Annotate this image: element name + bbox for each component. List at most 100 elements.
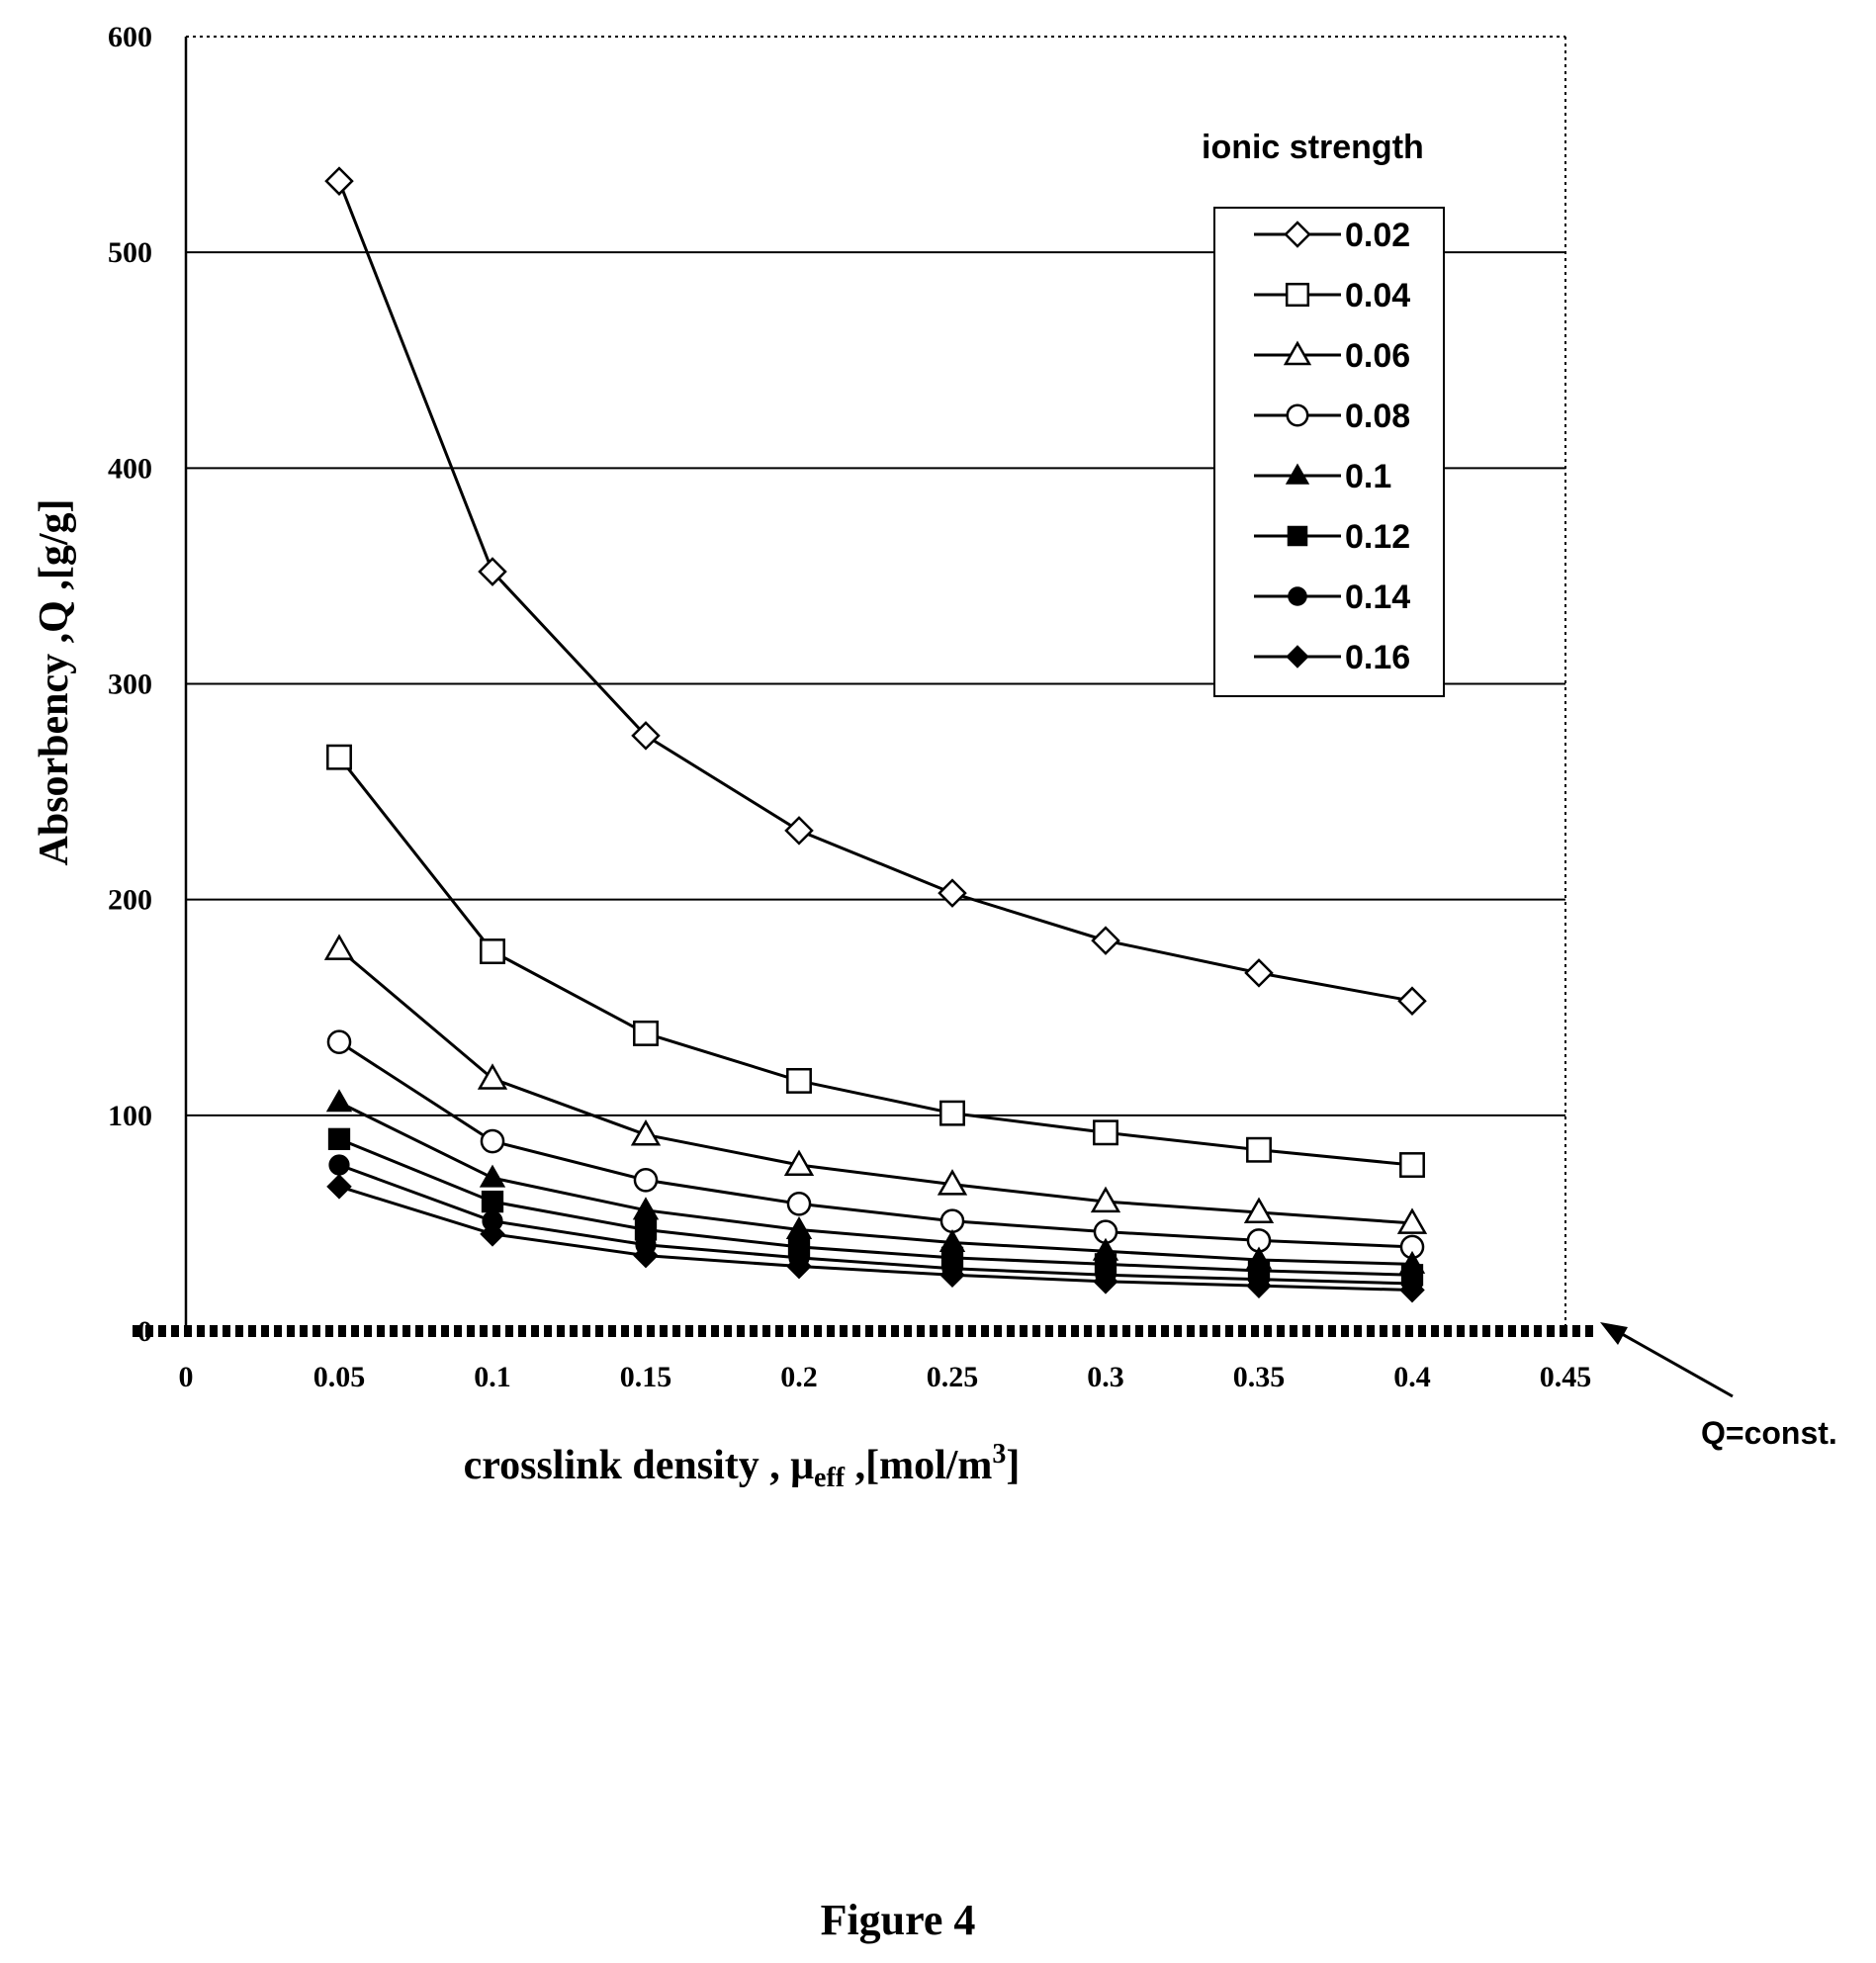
legend-marker-0.12	[1287, 525, 1308, 547]
y-tick-label-400: 400	[108, 452, 152, 485]
x-tick-label-0: 0	[179, 1361, 194, 1393]
legend-marker-0.14	[1288, 586, 1307, 606]
legend-item-0.12: 0.12	[1254, 518, 1410, 556]
series-line-0.06	[338, 947, 1413, 1225]
data-point-0.04-0.15	[633, 1020, 659, 1046]
data-point-0.02-0.25	[938, 878, 967, 908]
series-0.02	[324, 166, 1427, 1016]
data-point-0.02-0.2	[784, 816, 814, 846]
series-0.08	[326, 1029, 1425, 1260]
legend-marker-0.04	[1285, 282, 1310, 308]
figure-caption: Figure 4	[821, 1896, 976, 1944]
x-axis-title-sub: eff	[814, 1463, 846, 1493]
x-tick-label-0.15: 0.15	[620, 1361, 672, 1393]
q-const-arrow	[1600, 1322, 1734, 1398]
series-line-0.14	[338, 1163, 1413, 1286]
data-point-0.16-0.35	[1246, 1273, 1272, 1298]
data-point-0.16-0.25	[939, 1262, 965, 1289]
x-tick-label-0.2: 0.2	[780, 1361, 818, 1393]
gridlines	[186, 36, 1565, 1116]
data-point-0.08-0.1	[480, 1128, 505, 1154]
legend-marker-0.16	[1286, 645, 1309, 669]
legend-label-0.14: 0.14	[1345, 579, 1410, 616]
data-point-0.06-0.1	[477, 1063, 508, 1090]
data-point-0.16-0.1	[480, 1221, 505, 1247]
series-line-0.1	[338, 1101, 1413, 1266]
y-tick-label-100: 100	[108, 1100, 152, 1132]
legend-marker-0.08	[1286, 403, 1309, 427]
legend-marker-0.1	[1285, 463, 1310, 485]
data-point-0.04-0.05	[326, 744, 352, 770]
legend-label-0.04: 0.04	[1345, 277, 1410, 314]
legend: 0.02 0.04 0.06 0.08 0.1 0.12 0.14 0.16	[1213, 207, 1445, 697]
y-tick-label-0: 0	[137, 1315, 152, 1348]
data-point-0.16-0.2	[786, 1253, 812, 1280]
series-line-0.08	[338, 1040, 1413, 1249]
data-point-0.12-0.05	[327, 1127, 351, 1150]
x-tick-label-0.3: 0.3	[1087, 1361, 1124, 1393]
series-group	[323, 166, 1428, 1303]
legend-marker-0.06	[1283, 340, 1312, 366]
series-0.06	[323, 934, 1428, 1234]
series-line-0.16	[338, 1185, 1413, 1293]
data-point-0.1-0.1	[479, 1164, 506, 1188]
legend-label-0.02: 0.02	[1345, 217, 1410, 254]
y-tick-label-500: 500	[108, 236, 152, 269]
data-point-0.06-0.3	[1090, 1186, 1121, 1213]
legend-item-0.14: 0.14	[1254, 579, 1410, 616]
q-const-label: Q=const.	[1701, 1415, 1837, 1451]
data-point-0.16-0.3	[1093, 1269, 1118, 1294]
data-point-0.06-0.05	[323, 934, 355, 960]
legend-label-0.06: 0.06	[1345, 337, 1410, 375]
x-axis-title: crosslink density , μeff ,[mol/m3]	[464, 1439, 1021, 1493]
data-point-0.02-0.05	[324, 166, 354, 196]
data-point-0.02-0.15	[631, 721, 661, 751]
series-0.04	[326, 744, 1425, 1178]
x-tick-label-0.4: 0.4	[1393, 1361, 1431, 1393]
data-point-0.08-0.2	[786, 1191, 812, 1216]
data-point-0.06-0.25	[937, 1169, 968, 1196]
legend-label-0.16: 0.16	[1345, 639, 1410, 676]
data-point-0.04-0.1	[480, 938, 505, 964]
legend-label-0.08: 0.08	[1345, 398, 1410, 435]
y-tick-label-300: 300	[108, 669, 152, 701]
data-point-0.16-0.15	[633, 1242, 659, 1269]
legend-marker-0.02	[1284, 221, 1311, 248]
data-point-0.04-0.35	[1246, 1136, 1272, 1163]
series-0.16	[326, 1174, 1425, 1303]
x-tick-label-0.35: 0.35	[1233, 1361, 1286, 1393]
legend-label-0.12: 0.12	[1345, 518, 1410, 556]
plot-frame	[133, 37, 1594, 1337]
legend-item-0.1: 0.1	[1254, 458, 1391, 495]
data-point-0.04-0.25	[939, 1100, 965, 1126]
y-tick-label-200: 200	[108, 884, 152, 917]
legend-title: ionic strength	[1202, 129, 1424, 166]
data-point-0.06-0.35	[1243, 1197, 1275, 1224]
tick-labels: 0 100 200 300 400 500 600 0 0.05 0.1 0.15 0.2 0.25 0.…	[108, 21, 1591, 1393]
series-line-0.04	[337, 756, 1413, 1167]
data-point-0.1-0.05	[325, 1089, 353, 1113]
series-line-0.02	[337, 180, 1413, 1003]
x-axis-title-sup: 3	[992, 1439, 1006, 1470]
data-point-0.04-0.2	[786, 1067, 812, 1094]
series-line-0.12	[338, 1137, 1413, 1277]
data-point-0.16-0.4	[1399, 1277, 1425, 1303]
data-point-0.08-0.05	[326, 1029, 352, 1054]
data-point-0.02-0.1	[478, 557, 507, 586]
x-axis-title-mid: ,[mol/m	[845, 1443, 992, 1488]
data-point-0.02-0.4	[1397, 986, 1427, 1016]
data-point-0.12-0.1	[481, 1190, 504, 1213]
y-tick-label-600: 600	[108, 21, 152, 53]
x-tick-label-0.1: 0.1	[474, 1361, 511, 1393]
x-tick-label-0.45: 0.45	[1540, 1361, 1592, 1393]
legend-item-0.08: 0.08	[1254, 398, 1410, 435]
legend-item-0.06: 0.06	[1254, 337, 1410, 375]
x-tick-label-0.25: 0.25	[927, 1361, 979, 1393]
data-point-0.08-0.25	[939, 1208, 965, 1234]
legend-label-0.1: 0.1	[1345, 458, 1391, 495]
data-point-0.16-0.05	[326, 1174, 352, 1200]
x-axis-title-main: crosslink density , μ	[464, 1443, 815, 1488]
data-point-0.06-0.2	[783, 1149, 815, 1177]
